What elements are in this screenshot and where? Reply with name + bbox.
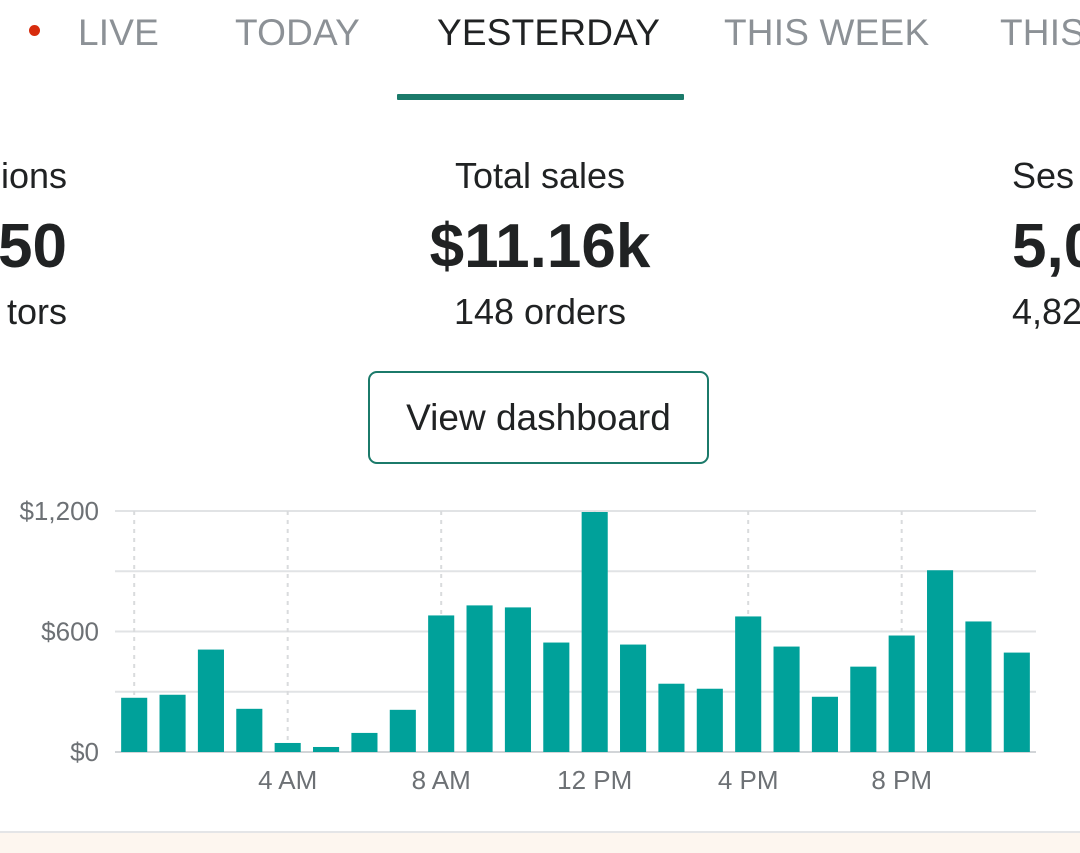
y-tick-label: $600 — [41, 617, 99, 647]
bar-9-am — [466, 605, 493, 752]
x-tick-label: 4 AM — [258, 765, 317, 795]
metric-total-sales[interactable]: Total sales $11.16k 148 orders — [340, 155, 740, 333]
y-tick-label: $1,200 — [19, 496, 99, 526]
active-tab-underline — [397, 94, 684, 100]
metric-conversions[interactable]: ions 50 tors — [0, 155, 67, 333]
period-tabs: LIVE TODAY YESTERDAY THIS WEEK THIS — [0, 0, 1080, 100]
metric-sub: 4,82 — [1012, 291, 1080, 332]
bar-12-am — [121, 697, 148, 752]
bar-12-pm — [581, 512, 608, 752]
tab-today[interactable]: TODAY — [235, 12, 361, 53]
bar-6-am — [351, 732, 378, 752]
metric-value: $11.16k — [429, 212, 651, 281]
metric-label: Ses — [1012, 155, 1075, 196]
tab-this-month[interactable]: THIS — [1000, 12, 1080, 53]
metric-value: 5,0 — [1012, 212, 1080, 281]
bar-5-am — [313, 746, 340, 752]
bar-4-am — [274, 742, 301, 752]
bar-7-am — [389, 709, 416, 752]
live-indicator-icon — [29, 25, 40, 36]
bar-2-am — [197, 649, 224, 752]
x-tick-label: 8 PM — [871, 765, 932, 795]
bar-1-am — [159, 694, 186, 752]
hourly-sales-chart: $0 $600 $1,200 4 AM 8 AM 12 PM 4 PM 8 PM — [19, 496, 1036, 795]
metric-label: ions — [0, 155, 67, 196]
bar-11-am — [543, 642, 570, 752]
metric-sub: 148 orders — [453, 291, 627, 332]
x-tick-label: 8 AM — [412, 765, 471, 795]
bar-2-pm — [658, 683, 685, 752]
tab-live[interactable]: LIVE — [78, 12, 160, 53]
metric-label: Total sales — [454, 155, 626, 196]
footer-banner — [0, 831, 1080, 853]
metric-value: 50 — [0, 212, 67, 281]
x-tick-label: 12 PM — [557, 765, 632, 795]
bar-10-pm — [965, 621, 992, 752]
x-tick-label: 4 PM — [718, 765, 779, 795]
bar-3-am — [236, 708, 263, 752]
metric-sub: tors — [6, 291, 67, 332]
metric-sessions[interactable]: Ses 5,0 4,82 — [1012, 155, 1080, 333]
bar-6-pm — [811, 696, 838, 752]
bar-11-pm — [1003, 652, 1030, 752]
y-tick-label: $0 — [70, 737, 99, 767]
bar-10-am — [504, 607, 531, 752]
bar-3-pm — [696, 688, 723, 752]
tab-this-week[interactable]: THIS WEEK — [724, 12, 930, 53]
view-dashboard-button[interactable]: View dashboard — [368, 371, 709, 464]
bar-7-pm — [850, 666, 877, 752]
bar-5-pm — [773, 646, 800, 752]
bar-1-pm — [620, 644, 647, 752]
bar-8-am — [428, 615, 455, 752]
bar-9-pm — [927, 570, 954, 752]
bar-4-pm — [735, 616, 762, 752]
bar-8-pm — [888, 635, 915, 752]
tab-yesterday[interactable]: YESTERDAY — [437, 12, 661, 53]
